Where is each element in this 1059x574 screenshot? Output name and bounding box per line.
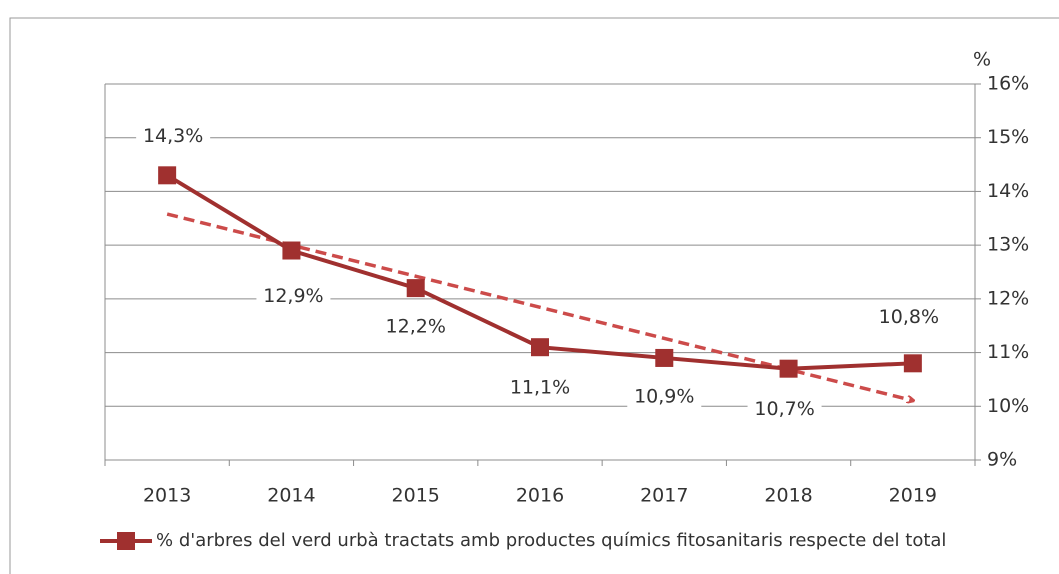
point-marker bbox=[779, 359, 798, 378]
x-tick-label: 2013 bbox=[143, 485, 191, 507]
legend-label: % d'arbres del verd urbà tractats amb pr… bbox=[156, 530, 946, 551]
label-bg bbox=[503, 374, 577, 403]
x-tick-label: 2014 bbox=[267, 485, 315, 507]
point-marker bbox=[158, 166, 177, 185]
label-bg bbox=[378, 313, 453, 342]
y-tick-label: 16% bbox=[987, 73, 1029, 95]
point-marker bbox=[655, 348, 674, 367]
x-tick-label: 2015 bbox=[392, 485, 440, 507]
frame bbox=[9, 17, 1059, 574]
y-tick-label: 11% bbox=[987, 341, 1029, 363]
point-marker bbox=[903, 354, 922, 373]
data-label: 10,9% bbox=[634, 385, 694, 407]
data-label: 12,9% bbox=[263, 285, 323, 307]
point-marker bbox=[531, 338, 549, 357]
label-bg bbox=[747, 395, 822, 424]
legend-marker bbox=[117, 532, 135, 550]
data-label: 14,3% bbox=[143, 125, 203, 147]
x-tick-label: 2018 bbox=[764, 485, 812, 507]
y-tick-label: 9% bbox=[987, 449, 1017, 471]
label-bg bbox=[256, 282, 331, 311]
data-label: 12,2% bbox=[386, 316, 446, 338]
y-tick-label: 10% bbox=[987, 395, 1029, 417]
y-tick-label: 14% bbox=[987, 180, 1029, 202]
label-bg bbox=[136, 122, 211, 151]
label-bg bbox=[627, 382, 702, 411]
data-label: 11,1% bbox=[510, 377, 570, 399]
point-marker bbox=[282, 241, 301, 260]
y-unit: % bbox=[973, 49, 991, 71]
data-label: 10,8% bbox=[879, 306, 939, 328]
y-tick-label: 15% bbox=[987, 126, 1029, 148]
y-tick-label: 12% bbox=[987, 287, 1029, 309]
y-tick-label: 13% bbox=[987, 234, 1029, 256]
x-tick-label: 2017 bbox=[640, 485, 688, 507]
label-bg bbox=[871, 303, 946, 332]
x-tick-label: 2019 bbox=[889, 485, 937, 507]
x-tick-label: 2016 bbox=[516, 485, 564, 507]
data-label: 10,7% bbox=[754, 398, 814, 420]
point-marker bbox=[406, 279, 425, 298]
